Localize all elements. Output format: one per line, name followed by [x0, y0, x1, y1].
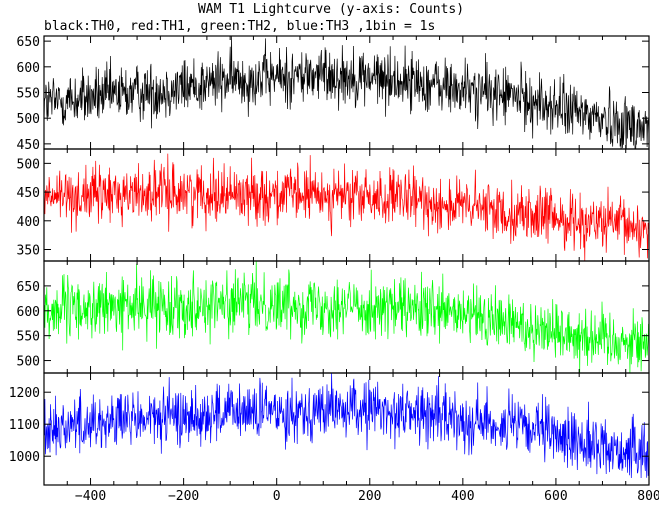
- panel-frame: [43, 148, 650, 262]
- panel-th1: 350 400 450 500: [17, 148, 650, 262]
- panel-th3: 1000 1100 1200: [9, 372, 650, 486]
- y-tick-label: 450: [17, 138, 40, 153]
- series-line-th1: [44, 153, 649, 261]
- x-tick-label: 200: [358, 489, 381, 504]
- panel-th2: 500 550 600 650: [17, 260, 650, 374]
- series-line-th0: [44, 36, 649, 149]
- x-tick-label: −400: [75, 489, 106, 504]
- x-axis: −400 −200 0 200 400 600 800: [75, 489, 659, 504]
- y-tick-label: 600: [17, 305, 40, 320]
- panels-group: 450 500 550 600 650 350 400 450 500 500 550 600 650 1…: [9, 35, 650, 486]
- series-line-th2: [44, 261, 649, 373]
- y-tick-label: 400: [17, 215, 40, 230]
- chart-title: WAM T1 Lightcurve (y-axis: Counts): [198, 2, 464, 17]
- series-line-th3: [44, 373, 649, 479]
- y-tick-label: 1200: [9, 386, 40, 401]
- y-tick-label: 500: [17, 355, 40, 370]
- y-tick-label: 1100: [9, 418, 40, 433]
- y-tick-label: 550: [17, 87, 40, 102]
- x-tick-label: 800: [637, 489, 659, 504]
- y-tick-label: 650: [17, 35, 40, 50]
- y-tick-label: 350: [17, 244, 40, 259]
- y-tick-label: 550: [17, 330, 40, 345]
- y-tick-label: 1000: [9, 450, 40, 465]
- chart-subtitle: black:TH0, red:TH1, green:TH2, blue:TH3 …: [44, 19, 435, 34]
- x-tick-label: 0: [273, 489, 281, 504]
- y-tick-label: 500: [17, 112, 40, 127]
- y-tick-label: 650: [17, 280, 40, 295]
- panel-th0: 450 500 550 600 650: [17, 35, 650, 153]
- x-tick-label: −200: [168, 489, 199, 504]
- panel-frame: [43, 35, 650, 150]
- y-tick-label: 600: [17, 61, 40, 76]
- y-tick-label: 450: [17, 186, 40, 201]
- y-tick-label: 500: [17, 157, 40, 172]
- x-tick-label: 400: [451, 489, 474, 504]
- x-tick-label: 600: [544, 489, 567, 504]
